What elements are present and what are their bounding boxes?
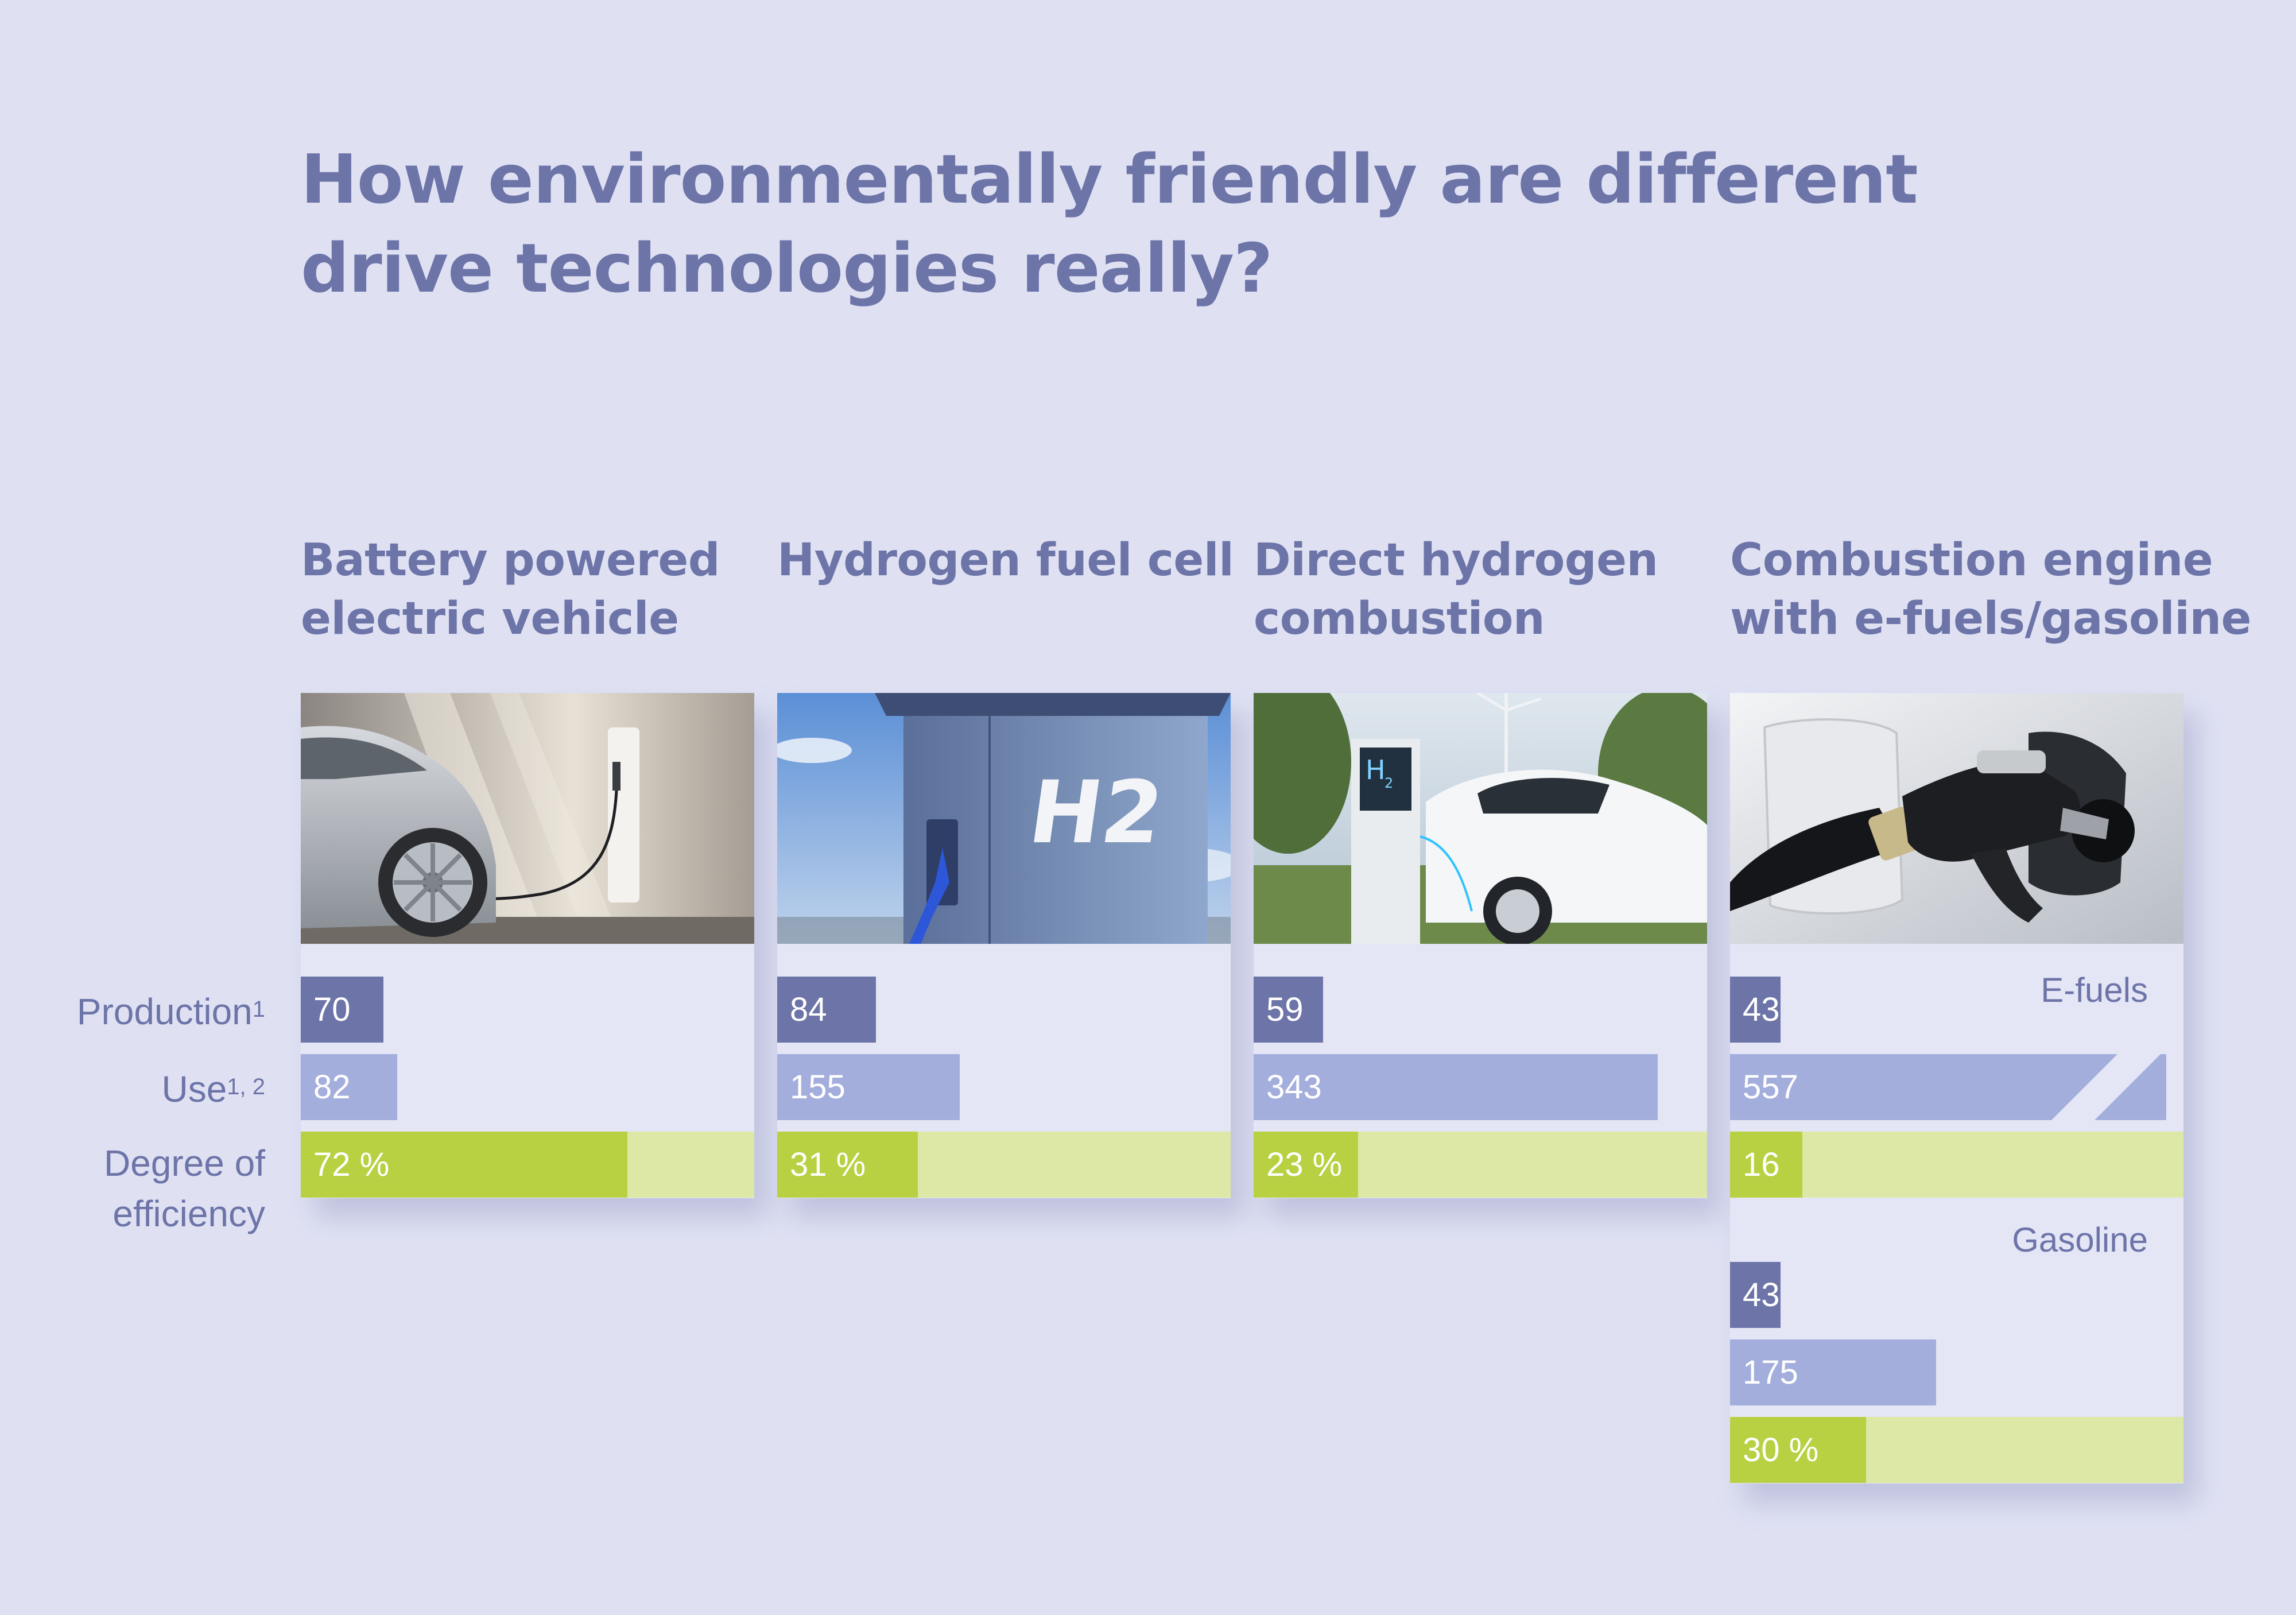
label-production-fuel-cell: 84 (790, 991, 827, 1028)
label-efficiency-gasoline: 30 % (1743, 1431, 1819, 1469)
svg-text:2: 2 (1384, 775, 1393, 791)
label-production-h2-combustion: 59 (1266, 991, 1304, 1028)
label-efficiency-efuels: 16 (1743, 1146, 1780, 1183)
bar-use-bev: 82 (301, 1054, 397, 1120)
bar-use-fuel-cell: 155 (777, 1054, 960, 1120)
bar-use-efuels: 557 (1730, 1054, 2166, 1120)
card-h2-combustion: H 2 59 343 23 % (1254, 693, 1707, 1198)
group-title-combustion: Combustion engine with e-fuels/gasoline (1730, 531, 2270, 648)
h2-station-photo: H2 (777, 693, 1231, 944)
chart-title-line-2: drive technologies really? (301, 228, 1273, 308)
svg-text:H: H (1366, 754, 1386, 785)
card-combustion: E-fuels 43 557 16 Gasoline 43 175 30 % (1730, 693, 2183, 1484)
label-efficiency-h2-combustion: 23 % (1266, 1146, 1343, 1183)
label-production-bev: 70 (313, 991, 351, 1028)
bar-production-fuel-cell: 84 (777, 977, 876, 1043)
group-title-bev-line-2: electric vehicle (301, 593, 679, 645)
group-title-h2-combustion: Direct hydrogen combustion (1254, 531, 1724, 648)
label-production-gasoline: 43 (1743, 1276, 1780, 1314)
label-use-h2-combustion: 343 (1266, 1068, 1322, 1106)
ev-charging-photo (301, 693, 754, 944)
row-label-use-footnote: 1, 2 (227, 1074, 265, 1099)
efficiency-track-fuel-cell: 31 % (777, 1132, 1231, 1198)
row-label-efficiency-line-2: efficiency (113, 1193, 265, 1234)
label-use-gasoline: 175 (1743, 1354, 1798, 1391)
group-title-combustion-line-2: with e-fuels/gasoline (1730, 593, 2251, 645)
group-title-bev-line-1: Battery powered (301, 535, 720, 586)
axis-break-marker (2051, 1054, 2161, 1120)
row-label-production: Production1 (77, 986, 265, 1037)
chart-title-line-1: How environmentally friendly are differe… (301, 140, 1918, 219)
bar-efficiency-h2-combustion (1254, 1132, 1358, 1198)
hydrogen-car-photo: H 2 (1254, 693, 1707, 944)
label-production-efuels: 43 (1743, 991, 1780, 1028)
bar-production-efuels: 43 (1730, 977, 1781, 1043)
variant-label-efuels: E-fuels (2041, 971, 2148, 1009)
variant-label-gasoline: Gasoline (2012, 1221, 2148, 1259)
bar-efficiency-gasoline (1730, 1417, 1866, 1483)
row-label-use-text: Use (161, 1068, 227, 1110)
card-fuel-cell: H2 84 155 31 % (777, 693, 1231, 1198)
row-label-efficiency-line-1: Degree of (103, 1142, 265, 1184)
card-bev: 70 82 72 % (301, 693, 754, 1198)
label-use-bev: 82 (313, 1068, 351, 1106)
bar-production-h2-combustion: 59 (1254, 977, 1323, 1043)
efficiency-track-bev: 72 % (301, 1132, 754, 1198)
efficiency-track-efuels: 16 (1730, 1132, 2183, 1198)
bar-use-gasoline: 175 (1730, 1339, 1936, 1405)
label-efficiency-bev: 72 % (313, 1146, 390, 1183)
group-title-combustion-line-1: Combustion engine (1730, 535, 2213, 586)
bar-efficiency-bev (301, 1132, 627, 1198)
bar-production-bev: 70 (301, 977, 383, 1043)
fuel-nozzle-photo (1730, 693, 2183, 944)
row-label-production-footnote: 1 (252, 997, 265, 1022)
group-title-h2-combustion-line-1: Direct hydrogen (1254, 535, 1658, 586)
bar-use-h2-combustion: 343 (1254, 1054, 1658, 1120)
group-title-h2-combustion-line-2: combustion (1254, 593, 1545, 645)
row-label-efficiency: Degree of efficiency (104, 1138, 265, 1239)
row-label-production-text: Production (76, 991, 253, 1032)
chart-title: How environmentally friendly are differe… (301, 135, 2023, 313)
group-title-fuel-cell: Hydrogen fuel cell (777, 531, 1248, 590)
label-use-efuels: 557 (1743, 1068, 1798, 1106)
bar-efficiency-fuel-cell (777, 1132, 918, 1198)
efficiency-track-gasoline: 30 % (1730, 1417, 2183, 1483)
efficiency-track-h2-combustion: 23 % (1254, 1132, 1707, 1198)
label-use-fuel-cell: 155 (790, 1068, 846, 1106)
bar-efficiency-efuels (1730, 1132, 1802, 1198)
row-label-use: Use1, 2 (161, 1064, 265, 1114)
label-efficiency-fuel-cell: 31 % (790, 1146, 866, 1183)
bar-production-gasoline: 43 (1730, 1262, 1781, 1328)
group-title-bev: Battery powered electric vehicle (301, 531, 771, 648)
svg-text:H2: H2 (1023, 762, 1169, 863)
group-title-fuel-cell-line-1: Hydrogen fuel cell (777, 535, 1234, 586)
